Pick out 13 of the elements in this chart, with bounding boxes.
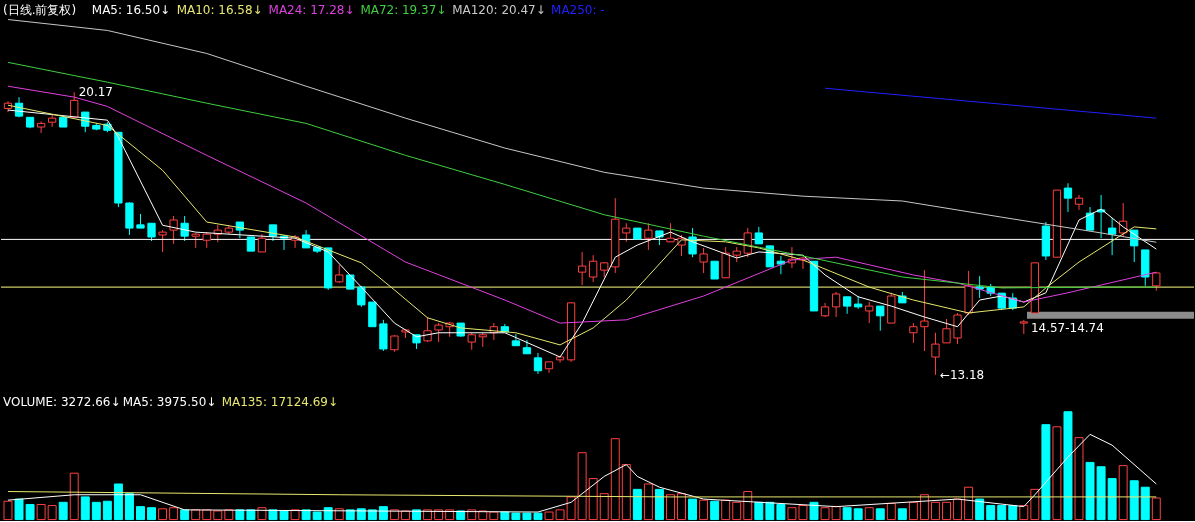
text: MA24: 17.28↓ [268, 3, 355, 18]
text: MA135: 17124.69↓ [221, 394, 338, 409]
annotation: 20.17 [78, 85, 113, 100]
chart-title: (日线.前复权) [2, 3, 77, 18]
annotation: ←13.18 [939, 367, 985, 382]
text: MA250: - [551, 3, 605, 18]
band-label: 14.57-14.74 [1030, 320, 1104, 335]
text: MA5: 16.50↓ [91, 3, 171, 18]
text: MA5: 3975.50↓ [122, 394, 217, 409]
chart-title: VOLUME: 3272.66↓ [2, 394, 121, 409]
text: MA10: 16.58↓ [176, 3, 263, 18]
text: MA120: 20.47↓ [452, 3, 546, 18]
text: MA72: 19.37↓ [360, 3, 447, 18]
